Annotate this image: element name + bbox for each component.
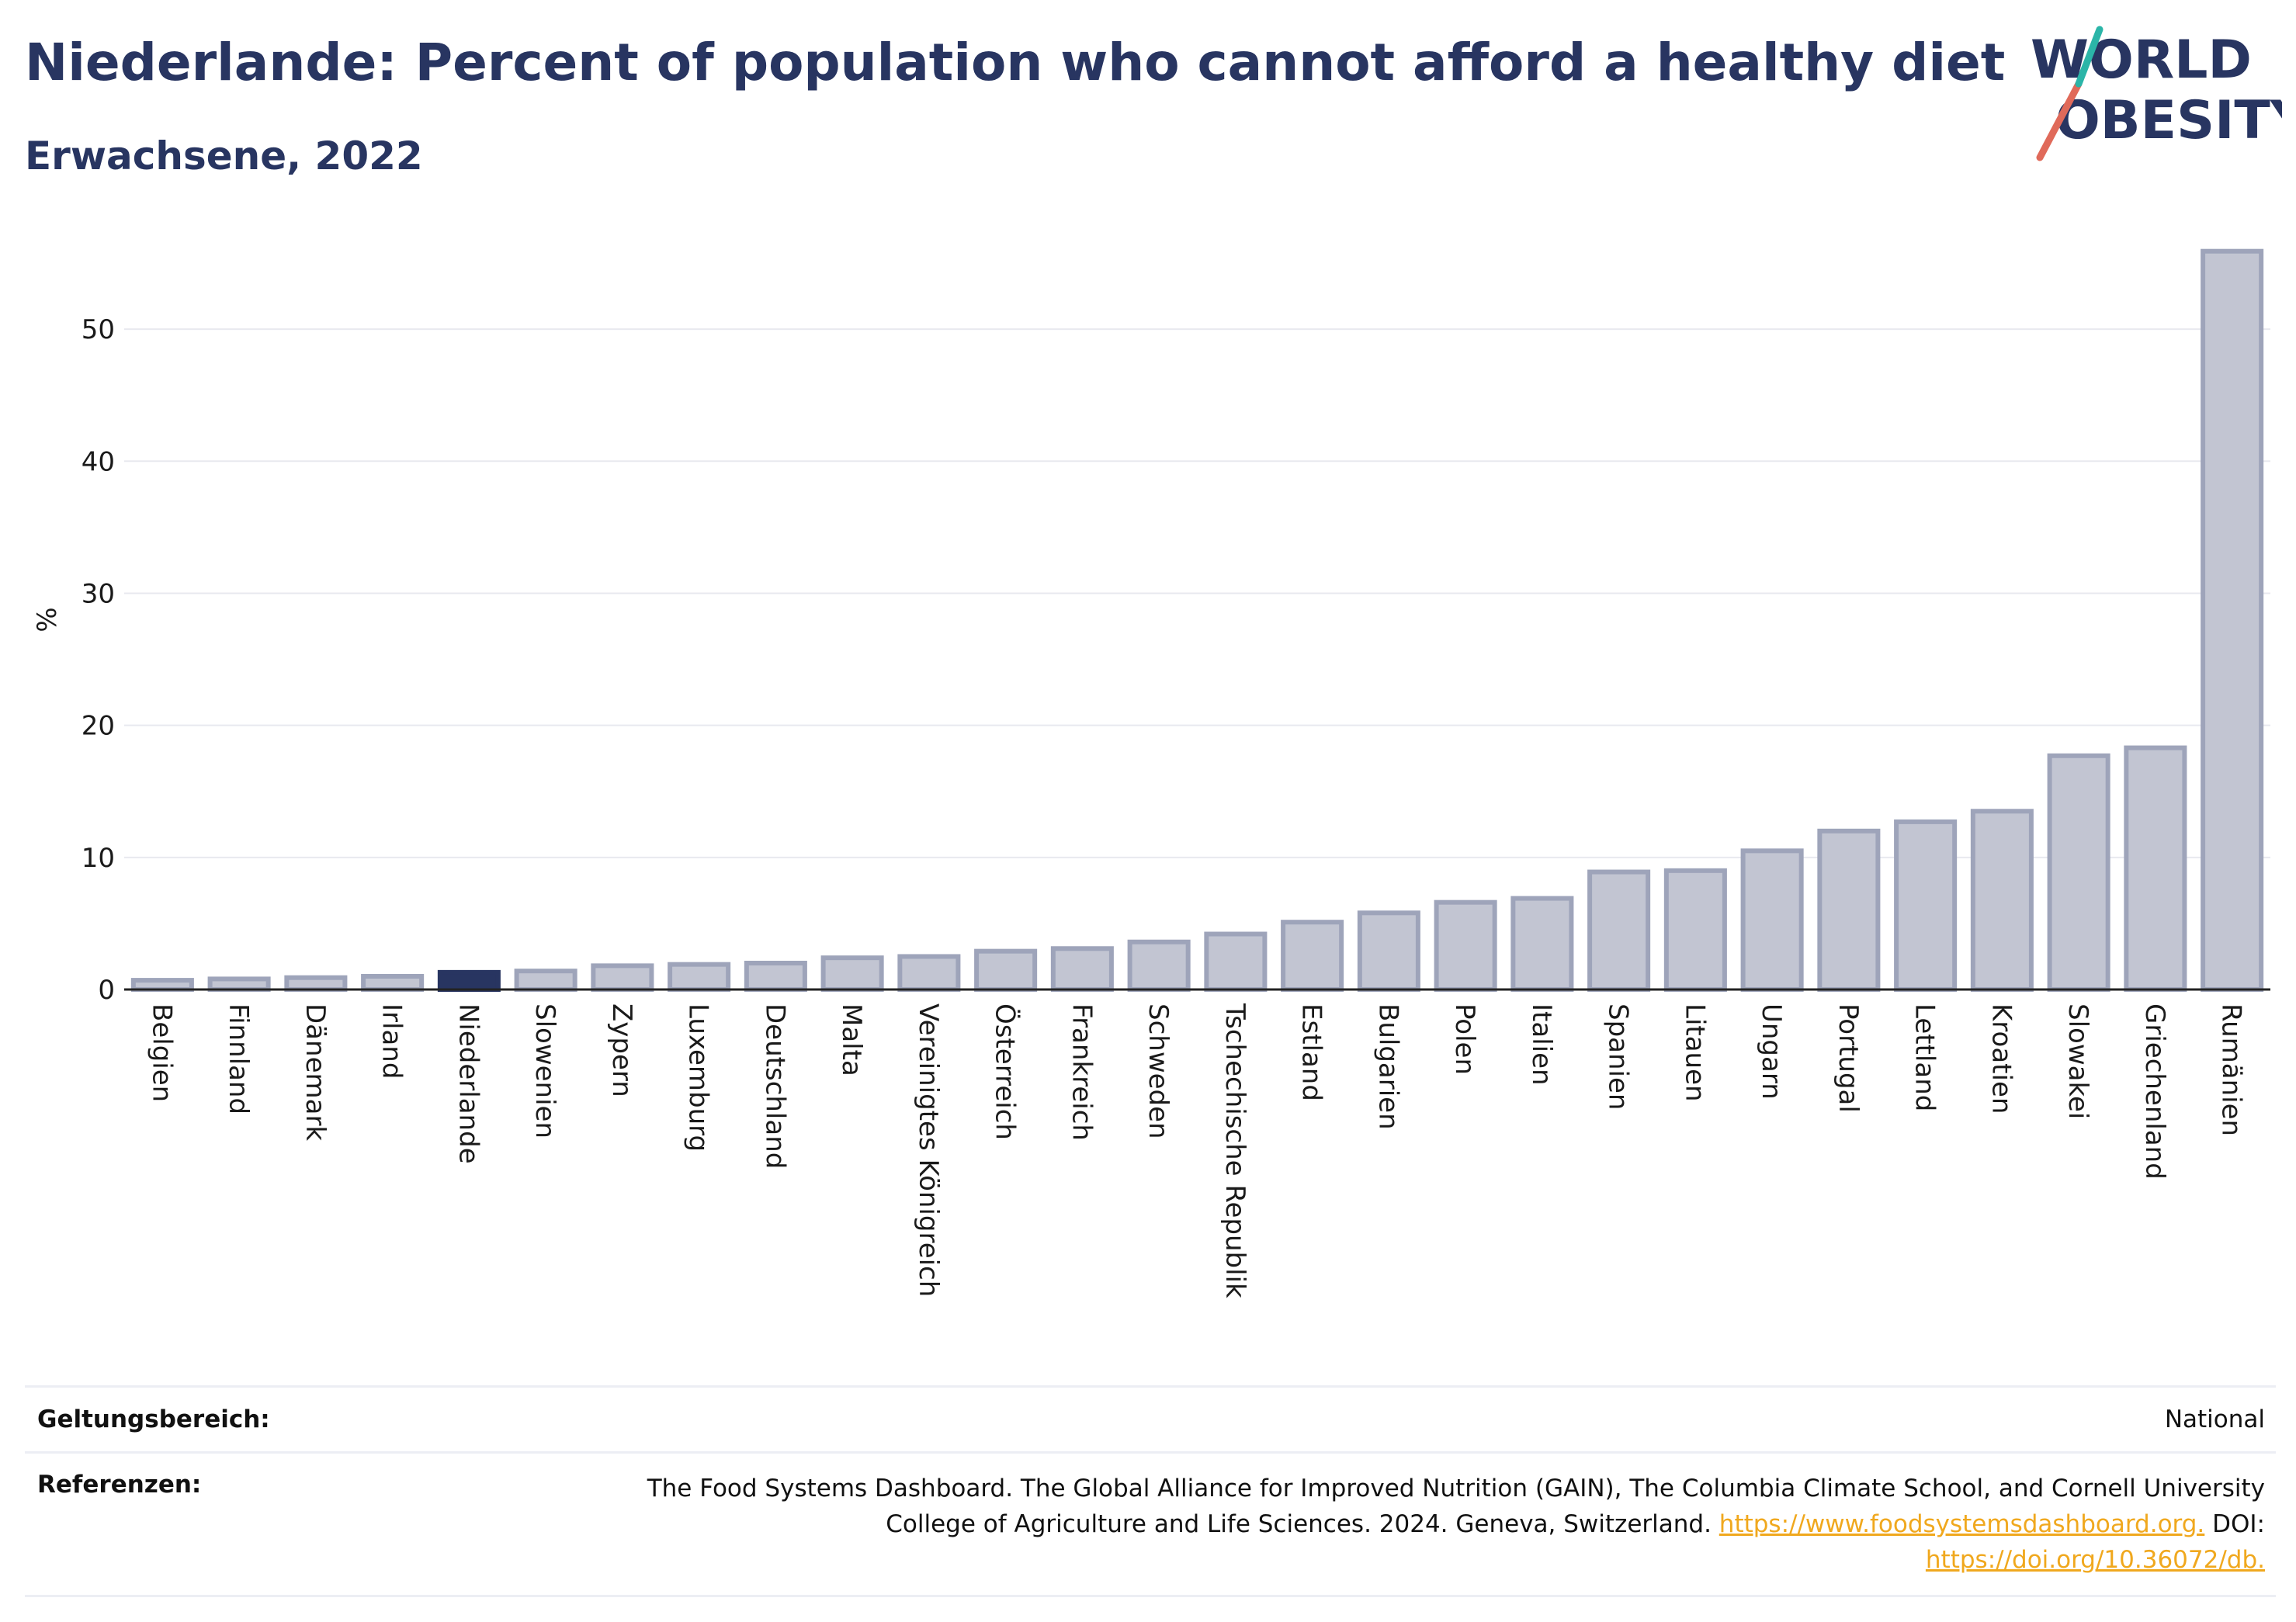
bar-23 — [1894, 819, 1958, 993]
bar-20 — [1663, 868, 1727, 993]
bar-21 — [1740, 848, 1804, 992]
bar-15 — [1281, 920, 1344, 992]
bar-26 — [2124, 745, 2187, 993]
references-link-doi[interactable]: https://doi.org/10.36072/db. — [1925, 1546, 2265, 1574]
bar-25 — [2047, 753, 2110, 992]
x-tick-label: Slowenien — [529, 1003, 560, 1139]
bar-11 — [974, 948, 1038, 992]
bar-24 — [1970, 809, 2034, 992]
bar-6 — [591, 963, 654, 993]
x-tick-label: Dänemark — [300, 1003, 331, 1141]
references-row: Referenzen: The Food Systems Dashboard. … — [25, 1451, 2276, 1597]
svg-text:OBESITY: OBESITY — [2055, 90, 2282, 151]
x-tick-label: Kroatien — [1986, 1003, 2017, 1114]
bar-1 — [207, 976, 271, 993]
x-tick-label: Zypern — [606, 1003, 637, 1097]
bar-16 — [1357, 910, 1420, 993]
y-tick-label: 40 — [82, 446, 115, 477]
x-tick-label: Portugal — [1833, 1003, 1864, 1113]
bar-18 — [1510, 896, 1574, 992]
x-tick-label: Frankreich — [1066, 1003, 1097, 1141]
bar-14 — [1204, 931, 1268, 993]
x-tick-label: Italien — [1526, 1003, 1557, 1086]
bar-22 — [1817, 828, 1881, 992]
chart-title: Niederlande: Percent of population who c… — [25, 33, 2006, 92]
bar-5 — [514, 969, 577, 992]
x-tick-label: Bulgarien — [1372, 1003, 1403, 1130]
world-obesity-logo: WORLD OBESITY — [2031, 26, 2282, 161]
logo-slash-top — [2075, 26, 2104, 88]
references-value: The Food Systems Dashboard. The Global A… — [596, 1471, 2265, 1578]
bar-2 — [284, 975, 348, 992]
bar-chart: 0 10 20 30 40 50% Belgien Finnland Dänemark Irlan… — [32, 248, 2270, 1298]
chart-subtitle: Erwachsene, 2022 — [25, 133, 423, 178]
x-tick-label: Belgien — [146, 1003, 177, 1102]
x-tick-label: Ungarn — [1756, 1003, 1787, 1100]
bar-4 — [437, 969, 501, 992]
x-tick-label: Niederlande — [453, 1003, 484, 1164]
x-tick-label: Irland — [376, 1003, 408, 1079]
x-tick-label: Deutschland — [759, 1003, 790, 1169]
bar-8 — [744, 960, 807, 993]
y-axis-label: % — [32, 607, 63, 632]
bar-3 — [361, 973, 425, 992]
bar-27 — [2201, 248, 2264, 992]
bar-0 — [130, 978, 194, 993]
x-tick-label: Slowakei — [2062, 1003, 2093, 1119]
x-tick-label: Litauen — [1679, 1003, 1710, 1102]
x-tick-label: Finnland — [223, 1003, 254, 1114]
scope-value: National — [2164, 1405, 2265, 1433]
x-tick-label: Tschechische Republik — [1219, 1003, 1250, 1298]
x-tick-label: Schweden — [1143, 1003, 1174, 1139]
bar-19 — [1587, 869, 1651, 992]
x-tick-label: Vereinigtes Königreich — [913, 1003, 944, 1297]
x-tick-label: Estland — [1296, 1003, 1327, 1101]
logo-slash — [2036, 80, 2083, 161]
x-tick-label: Luxemburg — [683, 1003, 714, 1152]
y-tick-label: 50 — [82, 314, 115, 345]
y-tick-label: 30 — [82, 578, 115, 609]
references-label: Referenzen: — [37, 1471, 202, 1499]
references-doi-label: DOI: — [2212, 1510, 2265, 1538]
metadata-table: Geltungsbereich: National Referenzen: Th… — [25, 1385, 2276, 1597]
svg-text:WORLD: WORLD — [2031, 29, 2252, 91]
references-text: The Food Systems Dashboard. The Global A… — [647, 1475, 2265, 1538]
bar-9 — [820, 955, 884, 993]
bar-13 — [1127, 939, 1191, 993]
y-tick-label: 20 — [82, 711, 115, 742]
x-tick-label: Spanien — [1603, 1003, 1634, 1110]
bar-7 — [668, 962, 731, 993]
bar-10 — [897, 954, 961, 993]
bar-12 — [1050, 946, 1114, 992]
x-tick-label: Österreich — [990, 1003, 1021, 1140]
scope-label: Geltungsbereich: — [37, 1405, 270, 1433]
x-tick-label: Polen — [1449, 1003, 1480, 1075]
y-tick-label: 10 — [82, 843, 115, 874]
x-tick-label: Griechenland — [2139, 1003, 2170, 1180]
x-tick-label: Rumänien — [2216, 1003, 2247, 1136]
x-tick-label: Malta — [836, 1003, 867, 1076]
y-tick-label: 0 — [98, 975, 115, 1006]
bar-17 — [1434, 899, 1497, 992]
scope-row: Geltungsbereich: National — [25, 1385, 2276, 1451]
x-tick-label: Lettland — [1909, 1003, 1941, 1111]
references-link-dashboard[interactable]: https://www.foodsystemsdashboard.org. — [1719, 1510, 2205, 1538]
